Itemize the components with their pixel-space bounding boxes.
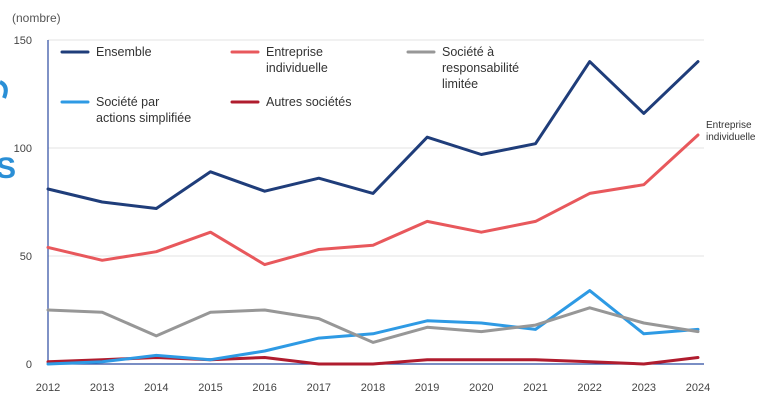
x-tick-labels: 2012 2013 2014 2015 2016 2017 2018 2019 2020 2021… bbox=[36, 382, 710, 394]
legend-label-ei: individuelle bbox=[266, 61, 328, 75]
legend-label-autres: Autres sociétés bbox=[266, 95, 351, 109]
legend-label-ensemble: Ensemble bbox=[96, 45, 152, 59]
series-line-sarl bbox=[46, 306, 700, 344]
edge-letter-fragment: S bbox=[0, 152, 16, 185]
x-tick-label: 2016 bbox=[252, 382, 276, 394]
x-tick-label: 2013 bbox=[90, 382, 114, 394]
legend-label-ei: Entreprise bbox=[266, 45, 323, 59]
legend-label-sarl: responsabilité bbox=[442, 61, 519, 75]
x-tick-label: 2018 bbox=[361, 382, 385, 394]
x-tick-label: 2023 bbox=[632, 382, 656, 394]
x-tick-label: 2022 bbox=[577, 382, 601, 394]
series-line-sas bbox=[46, 289, 700, 366]
gridlines bbox=[48, 39, 704, 365]
y-tick-labels: 0 50 100 150 bbox=[14, 35, 32, 371]
x-tick-label: 2015 bbox=[198, 382, 222, 394]
legend-label-sas: Société par bbox=[96, 95, 159, 109]
series-end-label: Entreprise bbox=[706, 120, 752, 131]
series-end-label: individuelle bbox=[706, 132, 756, 143]
legend-label-sarl: limitée bbox=[442, 77, 478, 91]
y-axis-unit-label: (nombre) bbox=[12, 11, 61, 25]
x-tick-label: 2021 bbox=[523, 382, 547, 394]
y-tick-label: 100 bbox=[14, 143, 32, 155]
x-tick-label: 2017 bbox=[307, 382, 331, 394]
y-tick-label: 150 bbox=[14, 35, 32, 47]
legend-label-sarl: Société à bbox=[442, 45, 494, 59]
legend: Ensemble Entreprise individuelle Société à r… bbox=[60, 45, 519, 125]
y-tick-label: 50 bbox=[20, 251, 32, 263]
x-tick-label: 2014 bbox=[144, 382, 168, 394]
x-tick-label: 2024 bbox=[686, 382, 710, 394]
series-line-autres bbox=[46, 356, 700, 366]
y-tick-label: 0 bbox=[26, 359, 32, 371]
series-line-ei bbox=[46, 133, 700, 267]
legend-label-sas: actions simplifiée bbox=[96, 111, 191, 125]
edge-glyph-fragment bbox=[0, 80, 8, 99]
x-tick-label: 2012 bbox=[36, 382, 60, 394]
series-lines bbox=[46, 60, 700, 366]
x-tick-label: 2020 bbox=[469, 382, 493, 394]
cropped-edge-fragments: S bbox=[0, 80, 16, 185]
series-line-ensemble bbox=[46, 60, 700, 210]
x-tick-label: 2019 bbox=[415, 382, 439, 394]
